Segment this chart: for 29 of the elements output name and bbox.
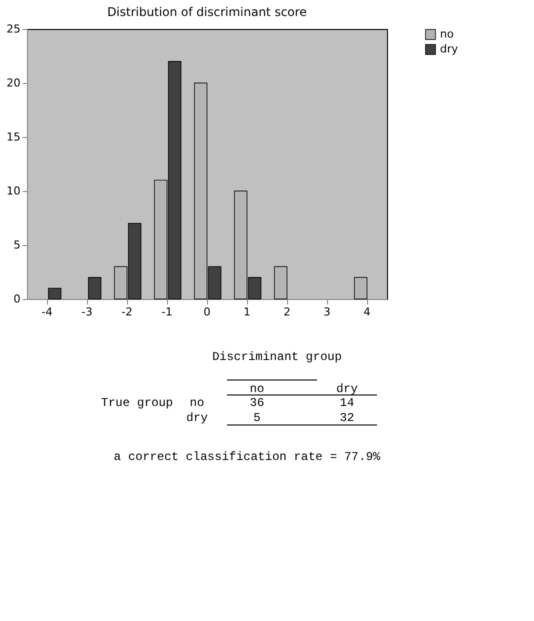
x-tick-label: -3 [82, 306, 92, 318]
text: 32 [340, 411, 354, 425]
x-tick-label: -4 [42, 306, 52, 318]
x-tick-label: 2 [284, 306, 290, 318]
text: 36 [250, 396, 264, 410]
y-tick-label: 10 [6, 184, 20, 198]
text: Discriminant group [212, 350, 342, 364]
text: dry [186, 411, 208, 425]
y-tick-label: 25 [6, 22, 20, 36]
x-tick-label: 1 [244, 306, 250, 318]
text: no [190, 396, 204, 410]
text: no [250, 382, 264, 396]
x-tick-label: 3 [324, 306, 330, 318]
x-tick-label: 4 [364, 306, 370, 318]
text: True group [100, 396, 174, 410]
text: 14 [340, 396, 354, 410]
y-tick-label: 0 [14, 292, 20, 306]
y-tick-label: 15 [6, 130, 20, 144]
text: a correct classification rate = 77.9% [114, 450, 382, 464]
x-tick-label: 0 [204, 306, 210, 318]
text: dry [336, 382, 358, 396]
y-tick-label: 20 [6, 76, 20, 90]
x-tick-label: -1 [162, 306, 172, 318]
legend-label: dry [440, 42, 459, 56]
x-tick-label: -2 [122, 306, 132, 318]
y-tick-label: 5 [14, 238, 20, 252]
legend-label: no [440, 28, 454, 40]
text: 5 [253, 411, 261, 425]
chart-title: Distribution of discriminant score [107, 5, 307, 19]
